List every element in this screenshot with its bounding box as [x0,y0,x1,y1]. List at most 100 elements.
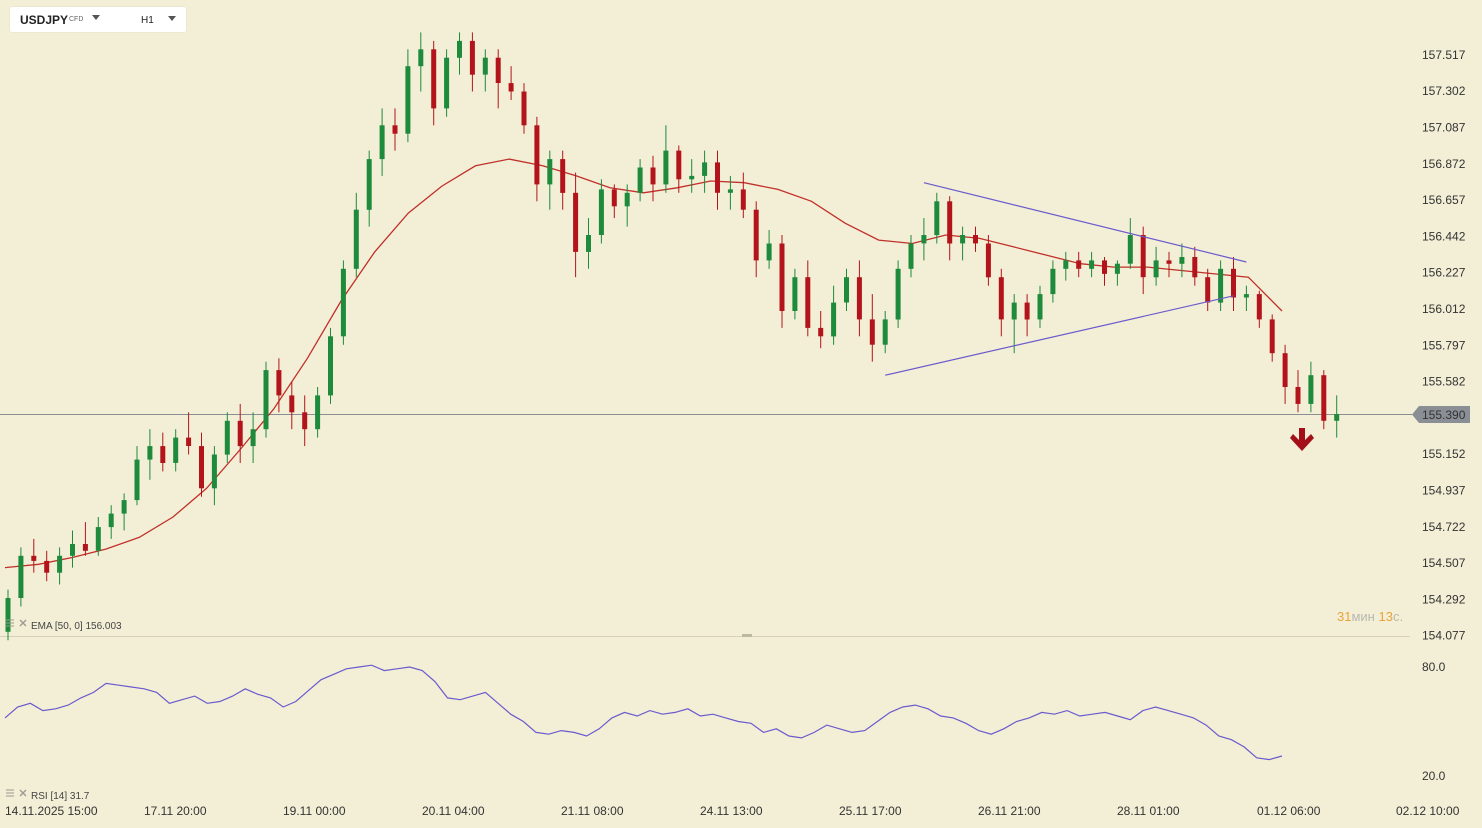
candle-body [1089,260,1095,269]
candle [263,361,269,438]
candle-body [573,192,579,252]
candle [650,155,656,202]
candle-body [534,125,540,185]
candle [457,32,462,75]
candle [1140,226,1146,295]
candle [353,192,359,278]
time-axis-label: 19.11 00:00 [283,804,346,818]
candle [95,517,101,556]
time-axis-label: 25.11 17:00 [839,804,902,818]
rsi-menu-icon[interactable] [6,789,14,797]
candle [586,218,591,269]
candle [1179,243,1185,278]
candle [315,387,321,438]
price-axis-label: 157.302 [1422,84,1466,98]
candle-body [315,395,321,430]
price-axis-label: 154.507 [1422,556,1466,570]
candle-body [637,167,643,193]
candle-body [57,555,63,573]
price-axis-label: 154.722 [1422,520,1466,534]
symbol-name[interactable]: USDJPY [20,13,69,27]
candle [431,40,437,126]
pane-resize-handle[interactable] [742,634,752,637]
rsi-axis-label: 80.0 [1422,660,1446,674]
candle-body [560,159,566,193]
candle [869,294,875,362]
candle-body [250,429,256,447]
candle-body [1153,260,1159,278]
candle [1321,370,1327,430]
time-axis-label: 26.11 21:00 [978,804,1041,818]
candle [882,311,888,354]
candle [482,49,488,92]
candle-body [869,319,875,345]
candle-body [276,370,282,396]
candle [469,32,475,92]
candle [547,150,553,210]
price-axis-label: 155.797 [1422,338,1466,352]
candle-body [1295,387,1301,404]
candle [689,159,695,193]
candle [792,268,798,320]
rsi-line [4,664,1283,761]
sell-arrow-icon [1290,428,1314,451]
candle [1282,344,1288,404]
candle-body [366,159,372,210]
candle-body [831,302,837,337]
candle [250,412,256,463]
candle-body [211,454,217,489]
time-axis-label: 02.12 10:00 [1396,804,1460,818]
candle-body [895,268,901,320]
symbol-dropdown-icon[interactable] [92,15,100,20]
candle-body [947,201,953,244]
timeframe-selector[interactable]: H1 [141,15,154,26]
price-axis-label: 155.582 [1422,375,1466,389]
candle-body [237,420,243,447]
timeframe-dropdown-icon[interactable] [168,16,176,21]
candle-body [392,125,398,134]
candle [908,235,914,278]
time-axis-label: 28.11 01:00 [1117,804,1180,818]
candle-body [727,189,733,193]
candle-body [1102,260,1107,274]
candle [521,83,527,134]
candle [1269,314,1275,362]
candle-body [689,175,695,180]
candle [960,226,966,261]
indicator-close-icon[interactable] [19,619,27,627]
candle-body [289,395,295,413]
candle [1114,260,1120,286]
candle [392,108,398,151]
candle-body [908,243,914,269]
candle-body [495,57,501,83]
candle [805,260,811,337]
countdown-seconds: 13 [1378,609,1393,624]
rsi-close-icon[interactable] [19,789,27,797]
candle [1037,285,1043,328]
candle-body [844,277,849,303]
candle [740,172,746,219]
candle-body [1308,375,1314,404]
candle [624,184,630,227]
candle-body [766,243,772,261]
ema-legend: EMA [50, 0] 156.003 [31,621,122,632]
candle [1334,395,1340,438]
candle-body [702,162,708,176]
candle-body [444,57,450,109]
price-axis-label: 157.517 [1422,48,1466,62]
candle-body [31,555,37,561]
candle-body [70,544,75,556]
candle-body [676,150,682,180]
candle [560,150,566,210]
candle [82,522,88,556]
trendline-lower[interactable] [885,295,1234,376]
candle [147,429,153,480]
indicator-menu-icon[interactable] [6,619,14,627]
candle [715,150,720,210]
candle [973,226,978,252]
candle [831,285,837,345]
candle [1076,251,1082,278]
trendline-upper[interactable] [923,182,1247,263]
price-axis-label: 155.152 [1422,447,1466,461]
